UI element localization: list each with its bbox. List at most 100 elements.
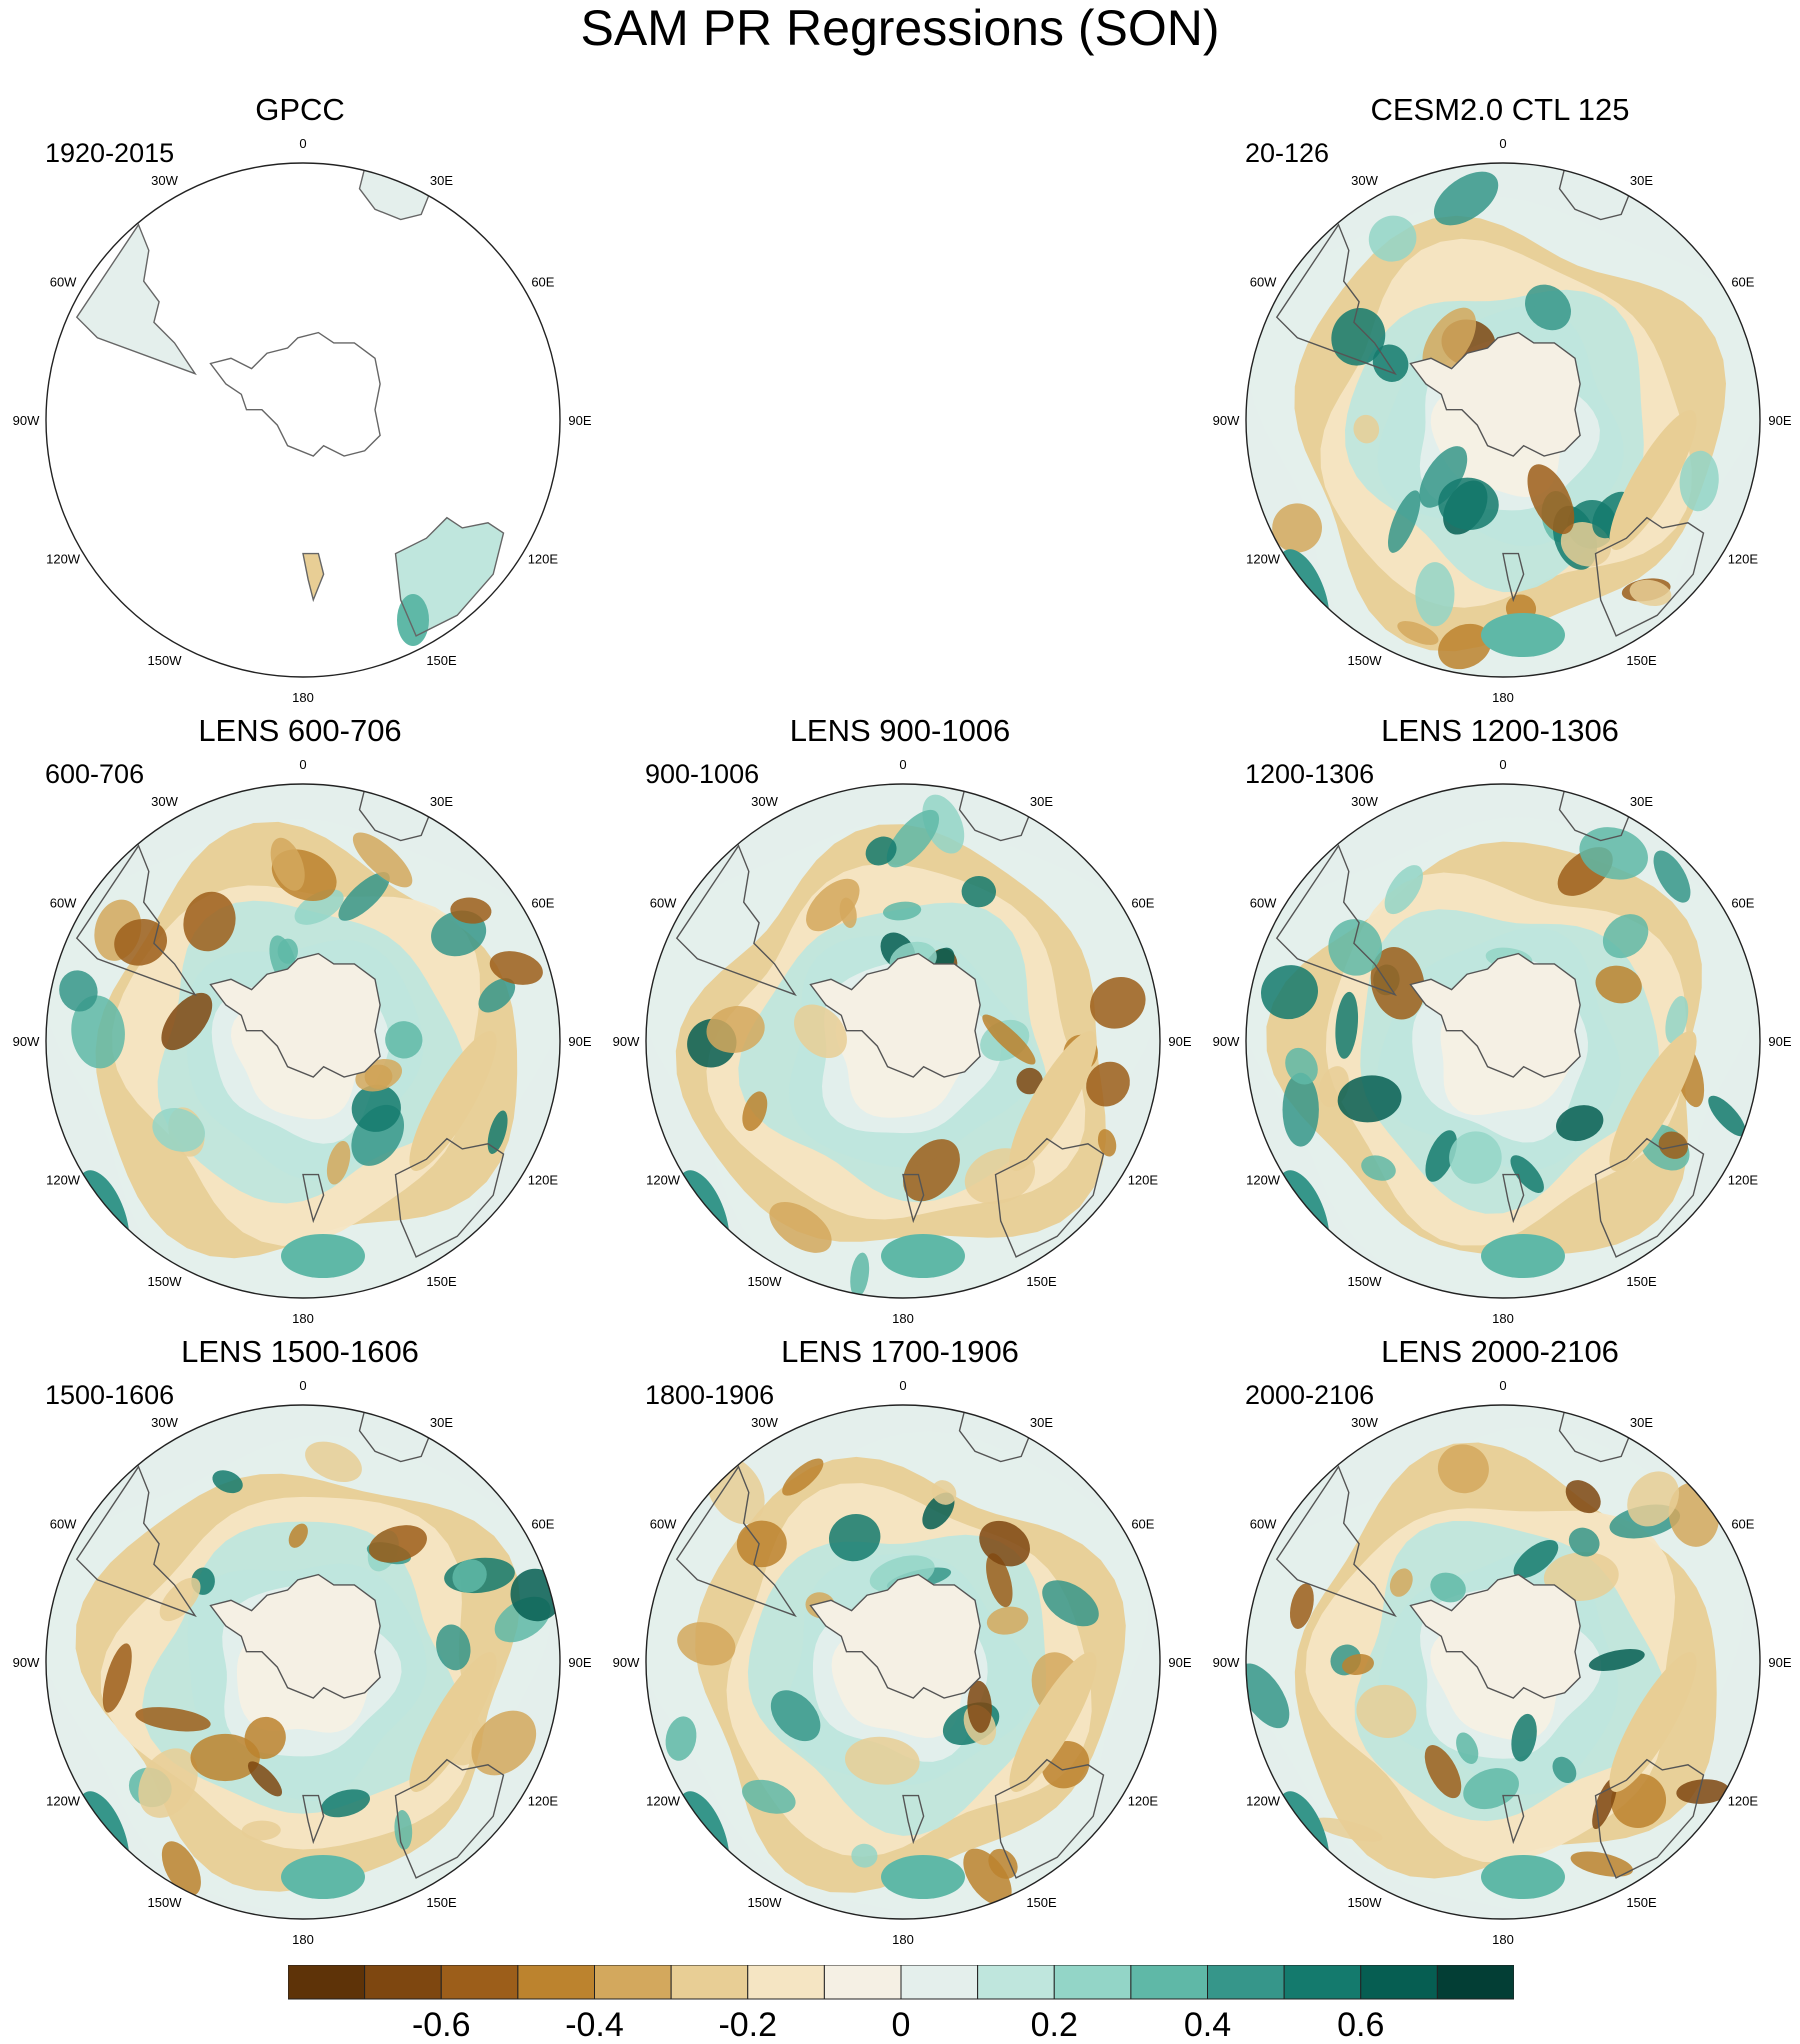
longitude-label: 90W [13, 1034, 40, 1049]
longitude-label: 60E [1131, 1517, 1154, 1532]
map-border [1245, 162, 1761, 678]
longitude-label: 60W [1250, 275, 1277, 290]
longitude-label: 60E [531, 896, 554, 911]
longitude-label: 150W [148, 1274, 183, 1289]
map-border [645, 783, 1161, 1299]
map-border [45, 1404, 561, 1920]
panel-period-label: 1200-1306 [1245, 759, 1375, 789]
longitude-label: 120W [46, 1794, 81, 1809]
polar-map: 0 30E 60E 90E 120E 150E 180 150W 120W 90W 60W 30W [1213, 1378, 1792, 1947]
map-border [645, 1404, 1161, 1920]
panel-period-label: 1920-2015 [45, 138, 175, 168]
longitude-label: 60W [1250, 896, 1277, 911]
longitude-label: 30W [1351, 173, 1378, 188]
longitude-label: 30E [1630, 794, 1653, 809]
longitude-label: 90W [1213, 413, 1240, 428]
longitude-label: 30W [151, 794, 178, 809]
panel-period-label: 2000-2106 [1245, 1380, 1375, 1410]
colorbar-tick-label: -0.4 [565, 2006, 624, 2044]
map-panel-empty [600, 92, 1200, 732]
colorbar-tick-label: 0.2 [1030, 2006, 1078, 2044]
longitude-label: 30E [430, 173, 453, 188]
longitude-label: 150W [1348, 1895, 1383, 1910]
map-panel-l2000: 0 30E 60E 90E 120E 150E 180 150W 120W 90W 60W 30W LE… [1200, 1334, 1800, 1974]
longitude-label: 0 [1499, 136, 1506, 151]
longitude-label: 60W [1250, 1517, 1277, 1532]
longitude-label: 150E [1026, 1895, 1057, 1910]
longitude-label: 150E [1626, 1274, 1657, 1289]
polar-map: 0 30E 60E 90E 120E 150E 180 150W 120W 90W 60W 30W [1213, 757, 1792, 1326]
map-panel-l900: 0 30E 60E 90E 120E 150E 180 150W 120W 90W 60W 30W LE… [600, 713, 1200, 1353]
regression-field [1246, 1405, 1760, 1919]
longitude-label: 30E [430, 794, 453, 809]
longitude-label: 0 [299, 1378, 306, 1393]
panel-title: CESM2.0 CTL 125 [1370, 92, 1630, 127]
regression-field [1246, 163, 1760, 677]
longitude-label: 90W [13, 1655, 40, 1670]
longitude-label: 90W [613, 1034, 640, 1049]
longitude-label: 90E [1768, 1655, 1791, 1670]
longitude-label: 0 [899, 1378, 906, 1393]
regression-field [46, 784, 560, 1298]
panel-period-label: 1800-1906 [645, 1380, 775, 1410]
longitude-label: 120W [1246, 1794, 1281, 1809]
map-panel-l1700: 0 30E 60E 90E 120E 150E 180 150W 120W 90W 60W 30W LE… [600, 1334, 1200, 1974]
longitude-label: 120W [646, 1173, 681, 1188]
longitude-label: 90W [613, 1655, 640, 1670]
map-border [1245, 1404, 1761, 1920]
longitude-label: 90W [1213, 1655, 1240, 1670]
regression-field [46, 1405, 560, 1919]
colorbar-swatch [747, 1964, 825, 2000]
map-panel-gpcc: 0 30E 60E 90E 120E 150E 180 150W 120W 90W 60W 30W GP… [0, 92, 600, 732]
longitude-label: 180 [1492, 1932, 1514, 1947]
colorbar-swatch [287, 1964, 366, 2000]
colorbar-swatch [823, 1964, 902, 2000]
longitude-label: 120E [528, 552, 559, 567]
map-panel-l1500: 0 30E 60E 90E 120E 150E 180 150W 120W 90W 60W 30W LE… [0, 1334, 600, 1974]
longitude-label: 150W [1348, 653, 1383, 668]
colorbar-swatch [440, 1964, 519, 2000]
longitude-label: 150E [1026, 1274, 1057, 1289]
panel-title: LENS 1700-1906 [781, 1334, 1019, 1369]
regression-field [646, 784, 1160, 1298]
polar-map: 0 30E 60E 90E 120E 150E 180 150W 120W 90W 60W 30W [613, 1378, 1192, 1947]
colorbar-swatch [1130, 1964, 1209, 2000]
colorbar-tick-label: -0.6 [411, 2006, 471, 2044]
longitude-label: 90E [568, 1655, 591, 1670]
longitude-label: 60E [1131, 896, 1154, 911]
colorbar-swatch [1283, 1964, 1362, 2000]
longitude-label: 90E [1768, 1034, 1791, 1049]
colorbar-swatch [900, 1964, 979, 2000]
longitude-label: 150E [1626, 653, 1657, 668]
longitude-label: 60W [50, 896, 77, 911]
colorbar-tick-label: 0.6 [1337, 2006, 1385, 2044]
longitude-label: 150W [148, 1895, 183, 1910]
regression-field [46, 163, 560, 677]
colorbar-swatch [1053, 1964, 1132, 2000]
map-border [45, 783, 561, 1299]
longitude-label: 120E [1728, 552, 1759, 567]
colorbar-swatch [517, 1964, 596, 2000]
polar-map: 0 30E 60E 90E 120E 150E 180 150W 120W 90W 60W 30W [1213, 136, 1792, 705]
longitude-label: 180 [1492, 1311, 1514, 1326]
longitude-label: 120E [1728, 1173, 1759, 1188]
longitude-label: 30W [1351, 794, 1378, 809]
longitude-label: 60W [650, 896, 677, 911]
figure-title: SAM PR Regressions (SON) [580, 0, 1220, 56]
longitude-label: 120W [646, 1794, 681, 1809]
longitude-label: 60W [650, 1517, 677, 1532]
panel-title: LENS 1200-1306 [1381, 713, 1619, 748]
longitude-label: 180 [892, 1311, 914, 1326]
longitude-label: 180 [292, 1932, 314, 1947]
longitude-label: 150W [148, 653, 183, 668]
longitude-label: 60E [1731, 896, 1754, 911]
longitude-label: 180 [892, 1932, 914, 1947]
longitude-label: 120E [1728, 1794, 1759, 1809]
polar-map: 0 30E 60E 90E 120E 150E 180 150W 120W 90W 60W 30W [13, 136, 592, 705]
longitude-label: 30W [151, 1415, 178, 1430]
map-border [45, 162, 561, 678]
longitude-label: 120W [46, 552, 81, 567]
colorbar-swatches [287, 1964, 1515, 2000]
longitude-label: 120W [1246, 552, 1281, 567]
longitude-label: 150W [748, 1274, 783, 1289]
